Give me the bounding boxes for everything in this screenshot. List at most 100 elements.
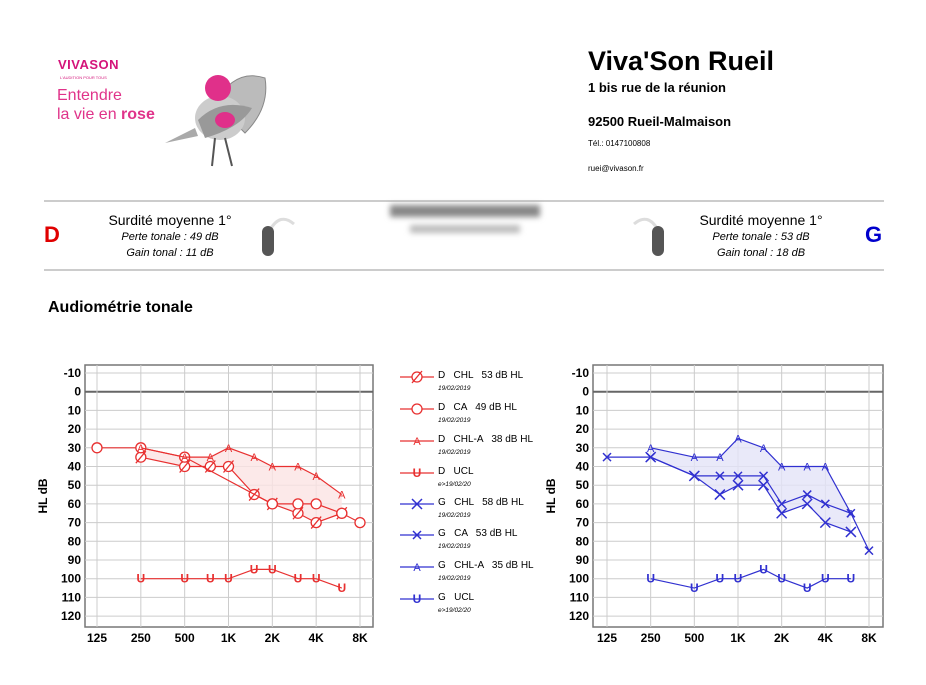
y-tick-label: 30: [576, 441, 590, 455]
y-axis-label: HL dB: [36, 478, 50, 513]
a-marker: A: [413, 436, 421, 448]
right-ear-summary: Surdité moyenne 1° Perte tonale : 49 dB …: [85, 211, 255, 261]
u-marker: U: [312, 572, 321, 586]
x-tick-label: 125: [597, 631, 617, 645]
legend-date: 19/02/2019: [438, 449, 471, 456]
tonal-gain: Gain tonal : 11 dB: [126, 247, 214, 259]
legend-item: A G CHL-A 35 dB HL 19/02/2019: [400, 560, 560, 590]
legend-symbol-4: [400, 498, 434, 510]
a-marker: A: [778, 462, 786, 474]
u-marker: U: [734, 572, 743, 586]
vivason-logo: VIVASON: [58, 57, 120, 72]
legend-item: U D UCL e>19/02/20: [400, 466, 560, 496]
slogan-line2: la vie en rose: [57, 105, 155, 124]
x-marker: [602, 452, 612, 462]
u-marker: U: [759, 562, 768, 576]
legend-text: G CHL 58 dB HL: [438, 497, 524, 508]
a-marker: A: [716, 452, 724, 464]
u-marker: U: [413, 466, 422, 480]
x-tick-label: 8K: [352, 631, 368, 645]
y-tick-label: 60: [68, 497, 82, 511]
severity: Surdité moyenne 1°: [699, 212, 823, 228]
a-marker: A: [250, 452, 258, 464]
series-line-CHL-A: [650, 437, 852, 514]
y-axis-label: HL dB: [544, 478, 558, 513]
u-marker: U: [180, 572, 189, 586]
y-tick-label: 10: [68, 403, 82, 417]
a-marker: A: [207, 452, 215, 464]
series-line-CHL-A: [140, 447, 343, 496]
series-line-UCL: [650, 568, 851, 589]
a-marker: A: [181, 452, 189, 464]
a-marker: A: [312, 471, 320, 483]
legend-item: D CA 49 dB HL 19/02/2019: [400, 402, 560, 432]
u-marker: U: [206, 572, 215, 586]
a-marker: A: [269, 462, 277, 474]
y-tick-label: 20: [576, 422, 590, 436]
legend-date: 19/02/2019: [438, 385, 471, 392]
u-marker: U: [646, 572, 655, 586]
section-title: Audiométrie tonale: [48, 299, 193, 316]
legend-text: D CHL 53 dB HL: [438, 370, 524, 381]
x-marker: [802, 490, 812, 500]
u-marker: U: [413, 592, 422, 606]
legend-date: e>19/02/20: [438, 481, 471, 488]
y-tick-label: 60: [576, 497, 590, 511]
y-tick-label: 110: [62, 590, 82, 604]
circle-marker: [91, 442, 103, 454]
bird-illustration: [165, 75, 267, 167]
u-marker: U: [690, 581, 699, 595]
x-marker: [715, 471, 725, 481]
y-tick-label: 80: [576, 534, 590, 548]
a-marker: A: [760, 443, 768, 455]
u-marker: U: [294, 572, 303, 586]
slash-marker: [204, 460, 216, 473]
y-tick-label: 90: [576, 553, 590, 567]
y-tick-label: 90: [68, 553, 82, 567]
x-tick-label: 250: [641, 631, 661, 645]
y-tick-label: 0: [74, 385, 81, 399]
hearing-aid-icon: [262, 217, 295, 256]
y-tick-label: 100: [61, 572, 81, 586]
circle-marker: [336, 507, 348, 519]
tonal-loss: Perte tonale : 53 dB: [712, 231, 810, 243]
slash-marker: [310, 516, 322, 530]
legend-text: G CHL-A 35 dB HL: [438, 560, 534, 571]
legend-date: 19/02/2019: [438, 417, 471, 424]
slogan: Entendre la vie en rose: [57, 86, 155, 124]
y-tick-label: 30: [68, 441, 82, 455]
x-marker: [801, 498, 813, 510]
y-tick-label: 70: [576, 516, 590, 530]
y-tick-label: 80: [68, 534, 82, 548]
x-tick-label: 500: [175, 631, 195, 645]
divider: [44, 200, 884, 202]
legend-symbol-3: U: [400, 466, 434, 480]
legend-item: A D CHL-A 38 dB HL 19/02/2019: [400, 434, 560, 464]
a-marker: A: [822, 462, 830, 474]
x-marker: [411, 498, 423, 510]
circle-marker: [266, 498, 278, 510]
a-marker: A: [691, 452, 699, 464]
series-line-UCL: [140, 568, 343, 589]
x-marker: [864, 546, 874, 556]
x-tick-label: 2K: [265, 631, 281, 645]
x-tick-label: 1K: [221, 631, 237, 645]
x-tick-label: 8K: [861, 631, 877, 645]
x-marker: [646, 452, 656, 462]
circle-marker: [292, 498, 304, 510]
u-marker: U: [268, 562, 277, 576]
x-tick-label: 1K: [730, 631, 746, 645]
patient-info-blurred: [380, 205, 550, 245]
x-marker: [714, 489, 726, 501]
severity: Surdité moyenne 1°: [108, 212, 232, 228]
x-marker: [733, 471, 743, 481]
x-tick-label: 2K: [774, 631, 790, 645]
tonal-loss: Perte tonale : 49 dB: [121, 231, 219, 243]
u-marker: U: [777, 572, 786, 586]
legend-item: G CHL 58 dB HL 19/02/2019: [400, 497, 560, 527]
shop-phone: Tél.: 0147100808: [588, 139, 651, 148]
a-marker: A: [225, 443, 233, 455]
legend-text: G UCL: [438, 592, 475, 603]
audiogram-G: -10 0 10 20 30 40 50 60 70 80 90 100 110 120 125 250 500…: [544, 364, 884, 645]
audiogram-D: -10 0 10 20 30 40 50 60 70 80 90 100 110 120 125 250 500…: [36, 364, 374, 645]
